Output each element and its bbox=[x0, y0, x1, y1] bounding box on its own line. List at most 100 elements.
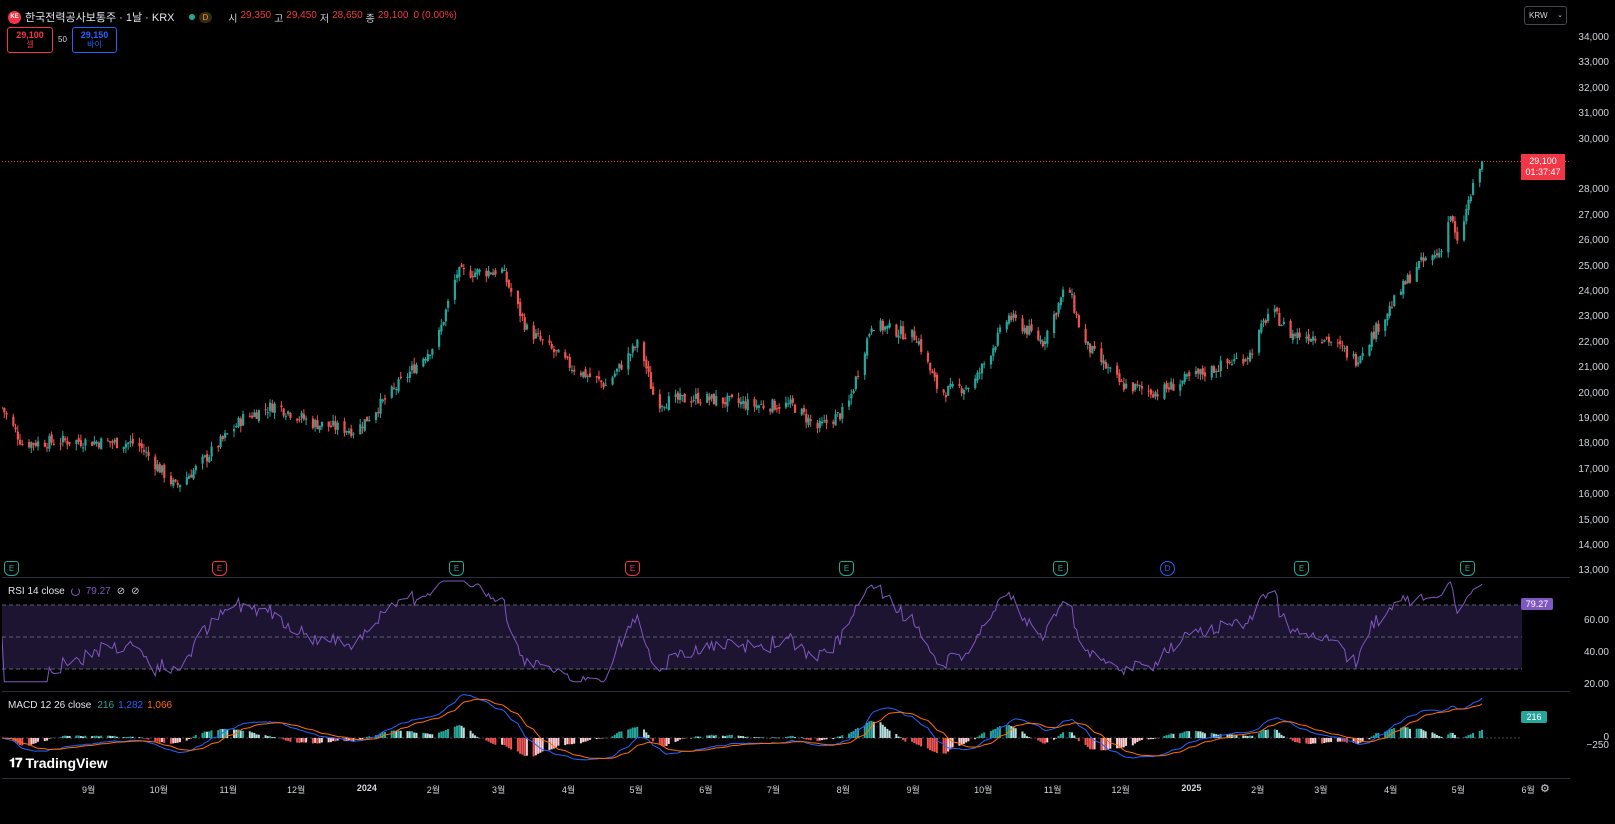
candle bbox=[1125, 378, 1128, 390]
candle bbox=[318, 425, 321, 433]
candle bbox=[742, 395, 745, 409]
earnings-marker[interactable]: E bbox=[839, 561, 854, 576]
settings-gear-icon[interactable]: ⚙ bbox=[1540, 783, 1550, 795]
candle bbox=[960, 385, 963, 397]
price-chart[interactable] bbox=[2, 2, 1570, 577]
candle bbox=[1012, 310, 1015, 322]
price-axis-tick: 32,000 bbox=[1578, 82, 1609, 94]
candle bbox=[95, 440, 98, 447]
symbol-legend[interactable]: KE 한국전력공사보통주 · 1날 · KRX D 시 29,350 고 29,45… bbox=[8, 9, 457, 25]
rsi-axis-tick: 60.00 bbox=[1583, 615, 1609, 626]
rsi-legend[interactable]: RSI 14 close 79.27 ⊘ ⊘ bbox=[8, 586, 140, 597]
candle bbox=[1251, 348, 1254, 359]
rsi-pane[interactable] bbox=[2, 579, 1570, 692]
candle bbox=[1296, 328, 1299, 345]
candle bbox=[203, 454, 206, 459]
candle bbox=[613, 370, 616, 378]
tradingview-brand: TradingView bbox=[25, 755, 108, 771]
price-axis-tick: 25,000 bbox=[1578, 260, 1609, 272]
macd-legend[interactable]: MACD 12 26 close 216 1,282 1,066 bbox=[8, 700, 172, 711]
candle bbox=[1212, 364, 1216, 374]
candle bbox=[1393, 294, 1396, 308]
candle bbox=[931, 369, 934, 374]
earnings-marker[interactable]: E bbox=[1294, 561, 1309, 576]
earnings-marker[interactable]: E bbox=[625, 561, 640, 576]
candle bbox=[1312, 331, 1315, 346]
time-axis-label: 11월 bbox=[1043, 785, 1062, 795]
candle bbox=[1309, 338, 1312, 342]
earnings-marker[interactable]: E bbox=[1460, 561, 1475, 576]
time-axis[interactable]: 9월 10월 11월 12월 2024 2월 3월 4월 5월 6월 7월 8월 9월 10월 11월 12월… bbox=[2, 779, 1570, 797]
candle bbox=[1156, 389, 1159, 401]
candle bbox=[329, 420, 333, 428]
candle bbox=[280, 401, 283, 412]
candle bbox=[1188, 370, 1191, 381]
earnings-marker[interactable]: E bbox=[4, 561, 19, 576]
candle bbox=[802, 404, 806, 416]
candle bbox=[746, 393, 749, 416]
candle bbox=[568, 353, 571, 372]
earnings-marker[interactable]: E bbox=[212, 561, 227, 576]
ohlc-low-value: 28,650 bbox=[332, 9, 363, 21]
price-axis-tick: 18,000 bbox=[1578, 438, 1609, 450]
candle bbox=[897, 329, 900, 344]
candle bbox=[374, 411, 378, 424]
candle bbox=[289, 412, 292, 421]
time-axis-label: 12월 bbox=[1111, 785, 1130, 795]
candle bbox=[377, 407, 380, 418]
candle bbox=[942, 388, 945, 396]
candle bbox=[1372, 325, 1376, 341]
candle bbox=[1138, 384, 1141, 392]
price-pane[interactable] bbox=[2, 2, 1570, 578]
candle bbox=[1415, 261, 1418, 282]
candle bbox=[510, 282, 513, 297]
candle bbox=[1147, 384, 1150, 397]
ohlc-open-label: 시 bbox=[228, 13, 238, 25]
candle bbox=[429, 354, 432, 360]
candle bbox=[1467, 196, 1470, 216]
candle bbox=[595, 375, 598, 384]
candle bbox=[1140, 381, 1144, 395]
earnings-marker[interactable]: E bbox=[449, 561, 464, 576]
candle bbox=[665, 403, 668, 409]
rsi-axis[interactable]: 60.00 40.00 20.00 bbox=[1570, 579, 1615, 691]
price-axis-tick: 26,000 bbox=[1578, 235, 1609, 247]
candle bbox=[194, 464, 197, 475]
candles bbox=[2, 160, 1484, 492]
candle bbox=[1314, 335, 1317, 344]
candle bbox=[762, 400, 765, 410]
buy-button[interactable]: 29,150 바이 bbox=[72, 27, 117, 53]
macd-chart[interactable] bbox=[2, 693, 1570, 778]
candle bbox=[12, 413, 15, 428]
macd-axis[interactable]: 0 −250 bbox=[1570, 693, 1615, 778]
macd-pane[interactable] bbox=[2, 693, 1570, 779]
candle bbox=[1109, 366, 1112, 373]
candle bbox=[1197, 367, 1200, 379]
candle bbox=[462, 263, 465, 276]
candle bbox=[169, 472, 173, 487]
symbol-title[interactable]: 한국전력공사보통주 · 1날 · KRX bbox=[25, 12, 175, 24]
currency-select[interactable]: KRW ⌄ bbox=[1524, 6, 1567, 25]
candle bbox=[1014, 310, 1017, 322]
price-axis[interactable]: 34,000 33,000 32,000 31,000 30,000 28,000 27,0… bbox=[1570, 2, 1615, 577]
candle bbox=[724, 396, 727, 408]
candle bbox=[100, 437, 103, 450]
candle bbox=[1291, 329, 1294, 344]
candle bbox=[1402, 279, 1405, 299]
tradingview-logo[interactable]: 𝟏𝟕 TradingView bbox=[9, 755, 108, 771]
candle bbox=[838, 412, 842, 422]
sell-button[interactable]: 29,100 셀 bbox=[7, 27, 53, 53]
candle bbox=[147, 446, 150, 461]
candle bbox=[692, 395, 695, 403]
candle bbox=[1481, 160, 1484, 172]
candle bbox=[1325, 336, 1328, 341]
rsi-chart[interactable] bbox=[2, 579, 1570, 691]
candle bbox=[266, 406, 270, 419]
candle bbox=[1246, 356, 1249, 365]
candle bbox=[190, 469, 193, 478]
earnings-marker[interactable]: E bbox=[1053, 561, 1068, 576]
candle bbox=[926, 350, 930, 364]
dividend-marker[interactable]: D bbox=[1160, 561, 1175, 576]
candle bbox=[778, 403, 781, 414]
candle bbox=[1339, 335, 1342, 350]
